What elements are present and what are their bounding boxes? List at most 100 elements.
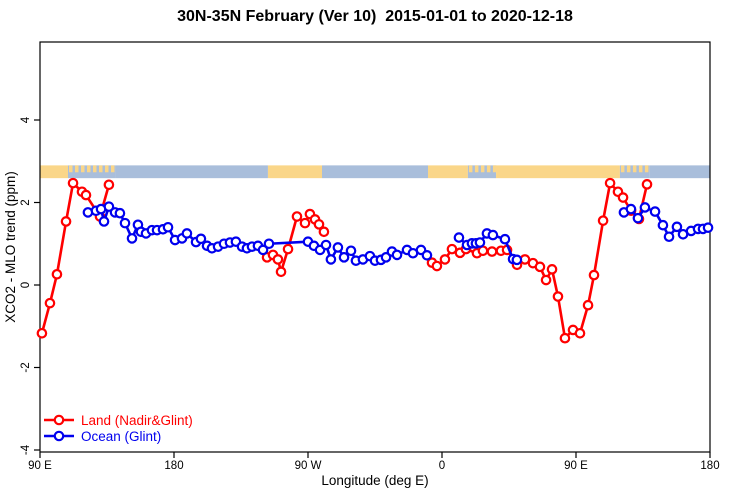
ocean-series-point — [453, 232, 465, 243]
legend-item-land: Land (Nadir&Glint) — [44, 412, 193, 428]
x-tick-label: 0 — [439, 460, 445, 472]
ocean-series-point — [181, 228, 193, 239]
x-tick-label: 90 E — [564, 460, 588, 472]
map-coast-speckle — [80, 165, 85, 173]
map-coast-speckle — [620, 165, 625, 173]
legend: Land (Nadir&Glint) Ocean (Glint) — [44, 412, 193, 444]
x-tick-label: 90 E — [28, 460, 52, 472]
land-series-point — [51, 268, 63, 280]
ocean-series-point — [119, 217, 131, 229]
x-tick-label: 180 — [164, 460, 183, 472]
ocean-series-point — [380, 252, 392, 263]
ocean-series-point — [162, 221, 174, 233]
land-series-point — [604, 177, 616, 189]
legend-label-land: Land (Nadir&Glint) — [81, 412, 193, 428]
legend-item-ocean: Ocean (Glint) — [44, 428, 193, 444]
ocean-series-point — [671, 221, 683, 233]
land-ocean-map-band — [40, 165, 710, 179]
ocean-series-point — [632, 212, 644, 224]
land-series-point — [486, 246, 498, 257]
y-tick-label: 2 — [20, 199, 32, 205]
x-axis-ticks: 90 E 180 90 W 0 90 E 180 — [28, 452, 720, 472]
land-series-point — [67, 177, 79, 189]
map-land-segment — [428, 165, 468, 179]
map-coast-speckle — [474, 165, 479, 173]
land-series-point — [313, 219, 325, 230]
map-coast-speckle — [74, 165, 79, 173]
land-series-point — [80, 189, 92, 201]
land-series-point — [103, 179, 115, 191]
ocean-series-point — [98, 216, 110, 227]
land-series-point — [534, 261, 546, 273]
y-tick-label: -2 — [20, 362, 32, 372]
ocean-series-point — [338, 252, 350, 263]
map-coast-speckle — [68, 165, 73, 173]
x-tick-label: 90 W — [295, 460, 322, 472]
ocean-series-point — [487, 229, 499, 241]
land-series-point — [299, 217, 311, 229]
land-series-point — [318, 226, 330, 238]
map-coast-speckle — [92, 165, 97, 173]
y-axis-ticks: -4 -2 0 2 4 — [20, 116, 40, 455]
land-series-point — [60, 216, 72, 227]
map-ocean-segment — [115, 165, 268, 179]
land-series-point — [641, 179, 653, 190]
land-series-swatch-icon — [44, 414, 74, 426]
ocean-series — [82, 201, 714, 266]
plot-box — [39, 41, 711, 453]
land-series-point — [446, 243, 458, 255]
ocean-series-point — [325, 254, 337, 265]
land-series-point — [44, 297, 56, 309]
ocean-series-point — [345, 245, 357, 257]
map-coast-speckle — [468, 165, 473, 173]
ocean-series-point — [657, 219, 669, 231]
ocean-series-point — [114, 207, 126, 219]
x-axis-label: Longitude (deg E) — [321, 473, 429, 488]
ocean-series-point — [499, 233, 511, 245]
land-series-point — [439, 254, 451, 265]
ocean-series-point — [649, 206, 661, 217]
land-series-point — [431, 260, 443, 272]
land-series-point — [282, 243, 294, 255]
map-land-segment — [40, 165, 68, 179]
map-coast-speckle — [480, 165, 485, 173]
ocean-series-point — [511, 254, 523, 266]
map-coast-speckle — [492, 165, 497, 173]
land-series-point — [546, 264, 558, 275]
y-axis-label: XCO2 - MLO trend (ppm) — [3, 171, 18, 323]
ocean-series-point — [391, 249, 403, 261]
land-series-point — [477, 245, 489, 257]
y-tick-label: 0 — [20, 282, 32, 288]
land-series — [36, 177, 653, 344]
ocean-series-point — [663, 231, 675, 243]
map-coast-speckle — [632, 165, 637, 173]
ocean-series-point — [639, 202, 651, 213]
land-series-point — [559, 332, 571, 344]
land-series-point — [582, 299, 594, 311]
map-land-segment — [267, 165, 322, 179]
ocean-series-point — [474, 237, 486, 248]
land-series-point — [588, 269, 600, 281]
map-coast-speckle — [104, 165, 109, 173]
land-series-point — [597, 215, 609, 226]
map-coast-speckle — [98, 165, 103, 173]
chart-title: 30N-35N February (Ver 10) 2015-01-01 to … — [177, 8, 573, 25]
map-coast-speckle — [638, 165, 643, 173]
ocean-series-point — [126, 233, 138, 244]
y-tick-label: 4 — [20, 116, 32, 123]
land-series-point — [272, 254, 284, 265]
legend-label-ocean: Ocean (Glint) — [81, 428, 162, 444]
map-coast-speckle — [486, 165, 491, 173]
map-coast-speckle — [110, 165, 115, 173]
ocean-series-point — [103, 201, 115, 212]
land-series-point — [291, 211, 303, 222]
map-land-segment — [496, 165, 620, 179]
land-series-point — [574, 327, 586, 339]
land-series-point — [617, 192, 629, 203]
land-series-point — [540, 274, 552, 286]
ocean-series-point — [625, 203, 637, 215]
y-tick-label: -4 — [20, 444, 32, 455]
land-series-point — [552, 291, 564, 302]
